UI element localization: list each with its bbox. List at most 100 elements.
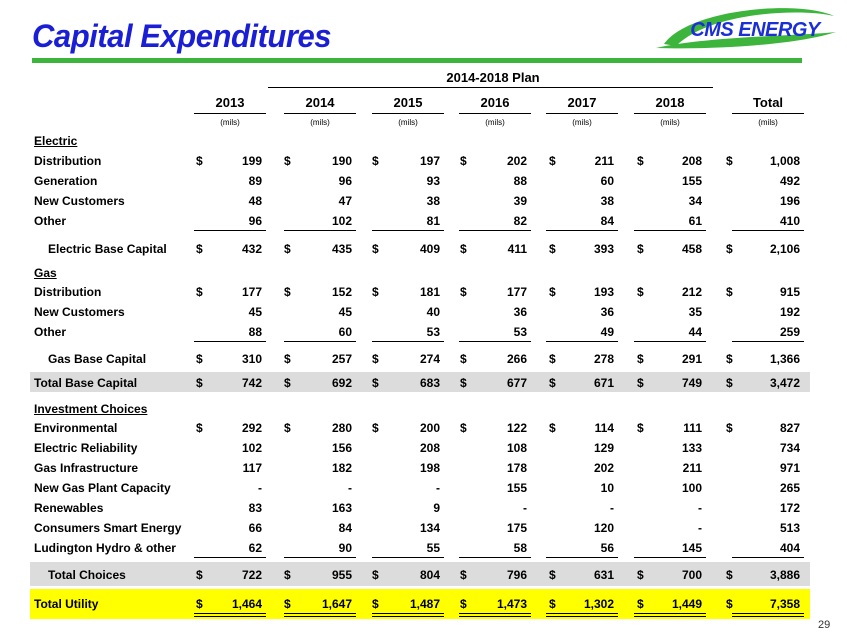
subtotal-rule [732,341,804,342]
cell-value: 208 [419,441,440,455]
cell-value: - [698,501,702,515]
cell-value: 163 [331,501,352,515]
cell-value: 84 [600,214,614,228]
cell-value: 48 [248,194,262,208]
cell-value: 1,366 [769,352,800,366]
cell-value: 409 [419,242,440,256]
subtotal-rule [546,341,618,342]
currency-symbol: $ [460,421,467,435]
row-label: Total Base Capital [34,376,138,390]
cell-value: 35 [688,305,702,319]
cell-value: - [523,501,527,515]
cell-value: 38 [600,194,614,208]
subtotal-rule [732,557,804,558]
currency-symbol: $ [372,352,379,366]
cell-value: 90 [338,541,352,555]
cell-value: 60 [600,174,614,188]
currency-symbol: $ [549,568,556,582]
cell-value: 278 [593,352,614,366]
cell-value: 208 [681,154,702,168]
cell-value: 96 [338,174,352,188]
cell-value: 40 [426,305,440,319]
cell-value: 915 [779,285,800,299]
currency-symbol: $ [549,285,556,299]
cell-value: 9 [433,501,440,515]
subtotal-rule [194,557,266,558]
double-underline [284,613,356,617]
column-year-2018: 2018 [655,95,685,110]
cell-value: 47 [338,194,352,208]
currency-symbol: $ [196,154,203,168]
cell-value: - [698,521,702,535]
cell-value: 111 [683,421,702,435]
currency-symbol: $ [726,352,733,366]
row-label: Electric Base Capital [48,242,167,256]
page-number: 29 [818,619,831,631]
subtotal-row: Gas Base Capital $310 $257 $274 $266 $278 $291… [0,350,847,368]
cell-value: 202 [506,154,527,168]
cell-value: 458 [681,242,702,256]
currency-symbol: $ [549,242,556,256]
table-row: Electric Reliability 102 156 208 108 129 133 73… [0,439,847,457]
cell-value: 56 [600,541,614,555]
cell-value: - [258,481,262,495]
column-year-2013: 2013 [215,95,245,110]
column-unit: (mils) [310,118,330,127]
cell-value: 61 [688,214,702,228]
subtotal-rule [284,341,356,342]
cell-value: 120 [593,521,614,535]
cell-value: 53 [426,325,440,339]
cell-value: 1,008 [769,154,800,168]
cell-value: 432 [241,242,262,256]
cell-value: 62 [248,541,262,555]
cell-value: 117 [242,461,262,475]
currency-symbol: $ [196,421,203,435]
cell-value: 193 [593,285,614,299]
cell-value: 102 [331,214,352,228]
cell-value: 181 [419,285,440,299]
table-row: New Customers 45 45 40 36 36 35 192 [0,303,847,321]
cell-value: 102 [241,441,262,455]
cell-value: 145 [681,541,702,555]
currency-symbol: $ [372,568,379,582]
currency-symbol: $ [726,285,733,299]
subtotal-rule [634,341,706,342]
table-row: Consumers Smart Energy 66 84 134 175 120 - 513 [0,519,847,537]
column-unit: (mils) [758,118,778,127]
cell-value: 202 [593,461,614,475]
column-header-rule [732,113,804,114]
company-logo: CMS ENERGY [650,6,840,52]
currency-symbol: $ [372,597,379,611]
total-choices-shade [30,562,810,586]
currency-symbol: $ [549,376,556,390]
currency-symbol: $ [372,154,379,168]
cell-value: 410 [779,214,800,228]
currency-symbol: $ [460,154,467,168]
row-label: Consumers Smart Energy [34,521,182,535]
currency-symbol: $ [284,242,291,256]
double-underline [372,613,444,617]
cell-value: 198 [419,461,440,475]
cell-value: 45 [338,305,352,319]
cell-value: 692 [331,376,352,390]
currency-symbol: $ [460,568,467,582]
currency-symbol: $ [372,376,379,390]
table-row: New Gas Plant Capacity - - - 155 10 100 265 [0,479,847,497]
cell-value: 722 [241,568,262,582]
cell-value: 10 [600,481,614,495]
cell-value: 742 [241,376,262,390]
cell-value: 3,886 [769,568,800,582]
currency-symbol: $ [284,352,291,366]
cell-value: 44 [688,325,702,339]
cell-value: 58 [513,541,527,555]
cell-value: 435 [331,242,352,256]
currency-symbol: $ [460,597,467,611]
cell-value: 36 [513,305,527,319]
currency-symbol: $ [284,568,291,582]
cell-value: 49 [600,325,614,339]
total-utility-row: Total Utility $1,464 $1,647 $1,487 $1,473 $1,… [0,595,847,613]
cell-value: 196 [779,194,800,208]
total-base-shade [30,372,810,392]
currency-symbol: $ [196,568,203,582]
cell-value: 156 [331,441,352,455]
